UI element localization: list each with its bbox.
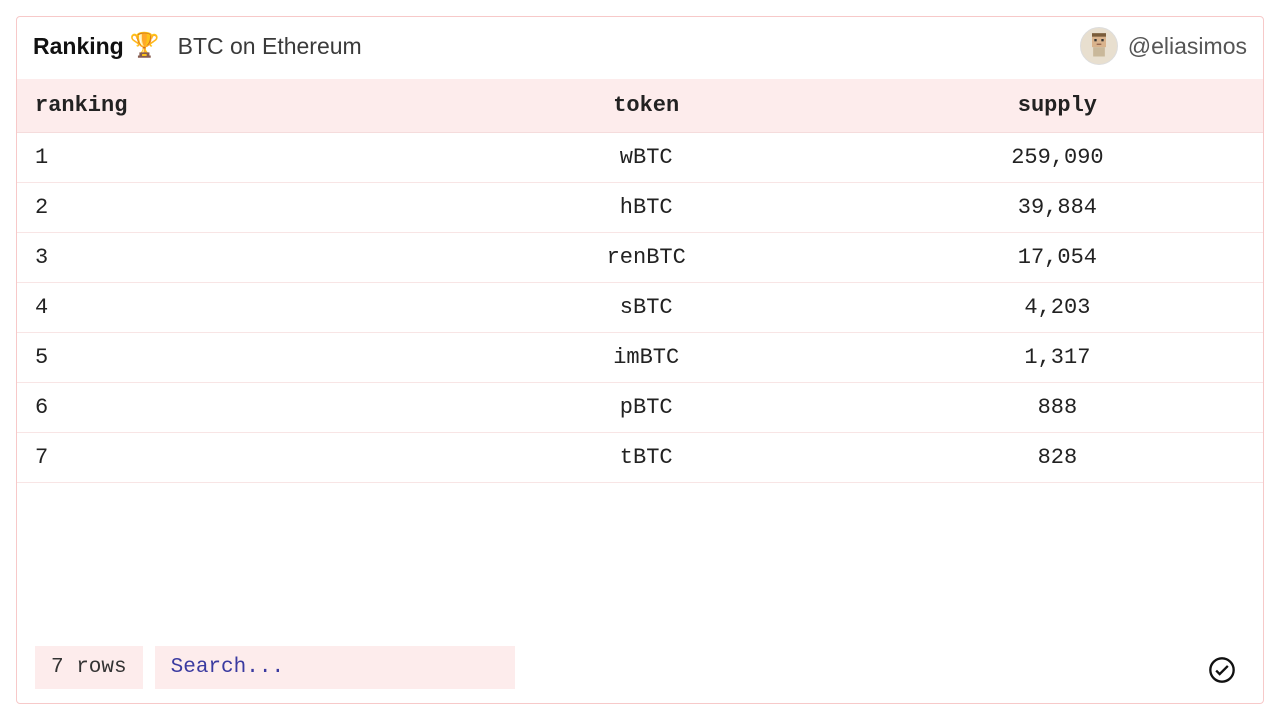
table-row: 4 sBTC 4,203 [17,283,1263,333]
col-header-token[interactable]: token [441,79,852,133]
check-circle-icon[interactable] [1207,655,1237,685]
cell-supply: 17,054 [852,233,1263,283]
author-handle[interactable]: @eliasimos [1128,33,1247,60]
header-left: Ranking 🏆 BTC on Ethereum [33,33,362,60]
table-row: 5 imBTC 1,317 [17,333,1263,383]
cell-ranking: 7 [17,433,441,483]
cell-token: pBTC [441,383,852,433]
table-row: 1 wBTC 259,090 [17,133,1263,183]
cell-ranking: 2 [17,183,441,233]
table-row: 2 hBTC 39,884 [17,183,1263,233]
cell-ranking: 3 [17,233,441,283]
col-header-ranking[interactable]: ranking [17,79,441,133]
cell-token: sBTC [441,283,852,333]
search-input[interactable] [155,646,515,689]
ranking-table: ranking token supply 1 wBTC 259,090 2 hB… [17,79,1263,483]
table-row: 7 tBTC 828 [17,433,1263,483]
table-header-row: ranking token supply [17,79,1263,133]
table-body: 1 wBTC 259,090 2 hBTC 39,884 3 renBTC 17… [17,133,1263,483]
header-right: @eliasimos [1080,27,1247,65]
avatar-pixel-icon [1085,32,1113,60]
cell-token: wBTC [441,133,852,183]
cell-ranking: 6 [17,383,441,433]
cell-supply: 259,090 [852,133,1263,183]
cell-ranking: 1 [17,133,441,183]
cell-token: hBTC [441,183,852,233]
cell-supply: 1,317 [852,333,1263,383]
cell-supply: 888 [852,383,1263,433]
results-panel: Ranking 🏆 BTC on Ethereum @eliasimos [16,16,1264,704]
cell-ranking: 5 [17,333,441,383]
table-row: 6 pBTC 888 [17,383,1263,433]
cell-token: imBTC [441,333,852,383]
panel-footer: 7 rows [35,646,1245,689]
panel-subtitle: BTC on Ethereum [178,33,362,60]
col-header-supply[interactable]: supply [852,79,1263,133]
title-block: Ranking 🏆 [33,33,160,60]
panel-header: Ranking 🏆 BTC on Ethereum @eliasimos [17,17,1263,79]
cell-supply: 4,203 [852,283,1263,333]
table-row: 3 renBTC 17,054 [17,233,1263,283]
rows-count-badge: 7 rows [35,646,143,689]
cell-token: tBTC [441,433,852,483]
cell-supply: 39,884 [852,183,1263,233]
cell-token: renBTC [441,233,852,283]
avatar[interactable] [1080,27,1118,65]
cell-ranking: 4 [17,283,441,333]
panel-title: Ranking [33,33,124,60]
cell-supply: 828 [852,433,1263,483]
trophy-icon: 🏆 [130,34,160,58]
